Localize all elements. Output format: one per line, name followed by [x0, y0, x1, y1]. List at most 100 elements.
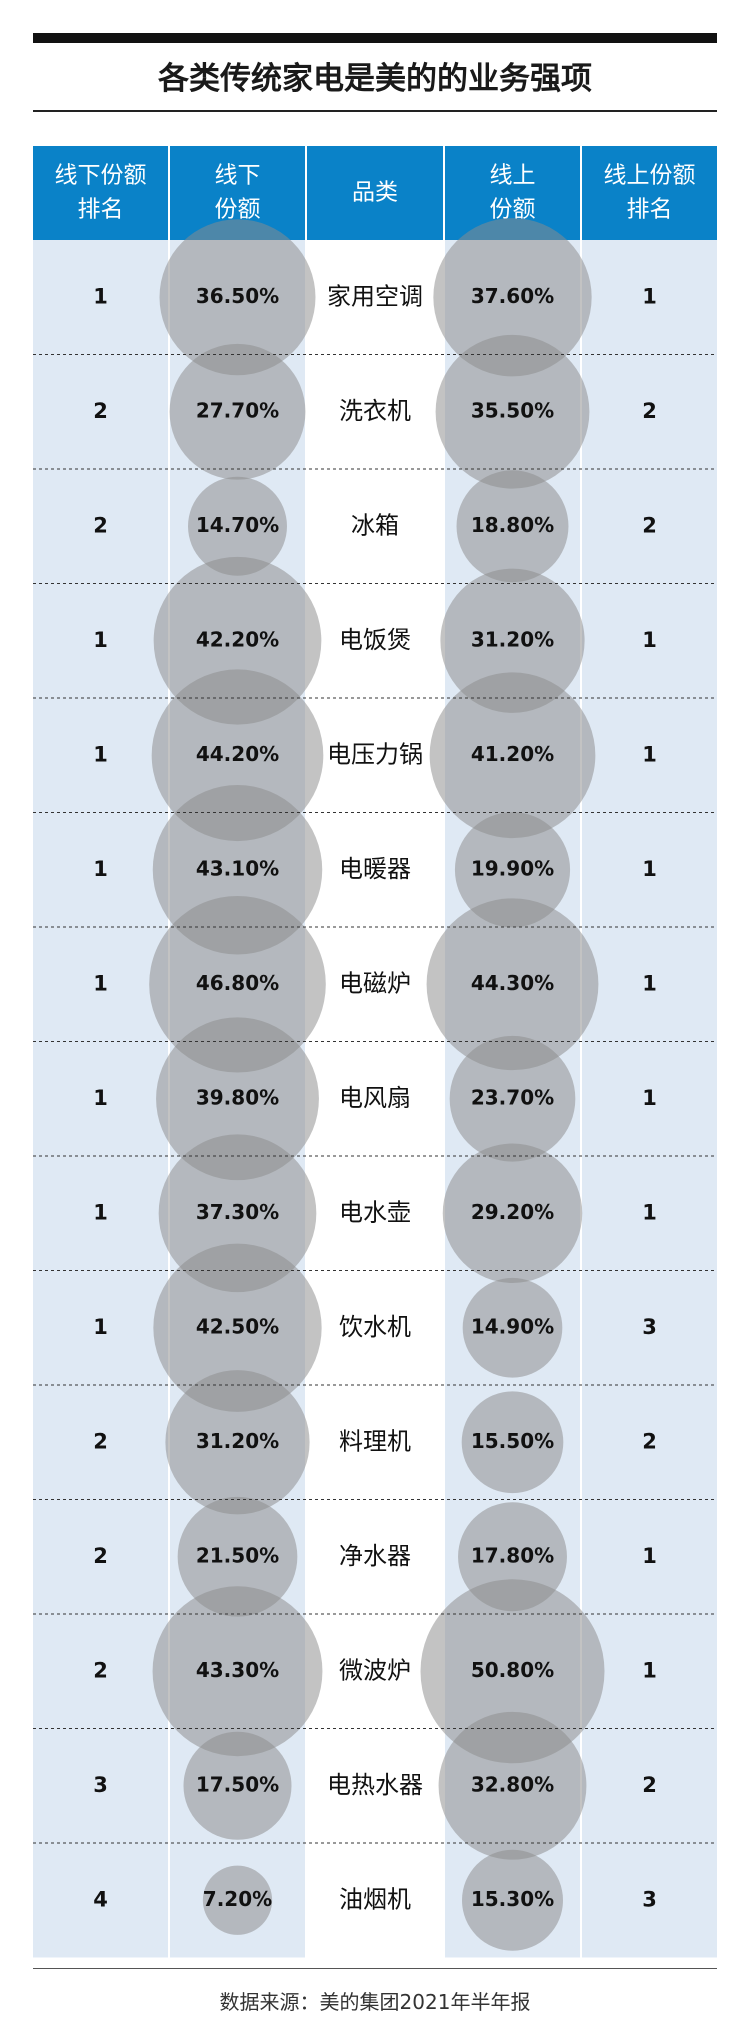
offline-share-label: 46.80% [196, 971, 279, 995]
category-label: 料理机 [339, 1427, 411, 1455]
offline-share-label: 31.20% [196, 1429, 279, 1453]
offline-rank-label: 1 [93, 857, 108, 881]
category-label: 净水器 [339, 1542, 411, 1570]
title-divider [33, 110, 717, 112]
offline-share-bubble [177, 1496, 298, 1617]
offline-share-label: 43.10% [196, 856, 279, 880]
category-label: 电磁炉 [339, 969, 411, 997]
offline-share-bubble [165, 1370, 310, 1515]
header-label: 排名 [627, 197, 673, 223]
offline-rank-label: 1 [93, 1200, 108, 1224]
offline-rank-label: 2 [93, 399, 108, 423]
offline-share-bubble [202, 1865, 273, 1935]
offline-share-label: 37.30% [196, 1200, 279, 1224]
category-label: 电压力锅 [327, 740, 423, 768]
header-label: 排名 [78, 197, 124, 223]
online-rank-label: 1 [642, 628, 657, 652]
online-share-label: 44.30% [471, 971, 554, 995]
category-label: 冰箱 [351, 511, 399, 539]
offline-rank-label: 2 [93, 1429, 108, 1453]
offline-rank-label: 2 [93, 1544, 108, 1568]
offline-share-bubble [152, 1586, 323, 1757]
top-bar [33, 33, 717, 43]
source-note: 数据来源：美的集团2021年半年报 [219, 1990, 531, 2014]
offline-share-bubble [159, 219, 316, 376]
offline-share-label: 14.70% [196, 513, 279, 537]
online-rank-label: 1 [642, 1086, 657, 1110]
category-label: 电热水器 [327, 1771, 423, 1799]
offline-share-label: 42.50% [196, 1314, 279, 1338]
online-share-label: 37.60% [471, 284, 554, 308]
online-share-bubble [461, 1391, 564, 1494]
online-share-label: 50.80% [471, 1658, 554, 1682]
offline-share-label: 21.50% [196, 1543, 279, 1567]
category-label: 微波炉 [339, 1656, 411, 1684]
chart-title: 各类传统家电是美的的业务强项 [158, 61, 592, 97]
online-share-bubble [440, 568, 585, 713]
online-rank-label: 1 [642, 857, 657, 881]
offline-share-label: 17.50% [196, 1772, 279, 1796]
header-cell [307, 146, 443, 240]
online-rank-label: 3 [642, 1887, 657, 1911]
offline-rank-label: 1 [93, 742, 108, 766]
offline-share-bubble [156, 1017, 319, 1181]
online-share-bubble [454, 812, 571, 928]
online-share-label: 15.50% [471, 1429, 554, 1453]
category-label: 洗衣机 [339, 397, 411, 425]
online-share-bubble [462, 1849, 563, 1951]
header-label: 品类 [352, 180, 398, 206]
category-label: 电饭煲 [339, 626, 411, 654]
online-share-bubble [433, 218, 592, 377]
offline-rank-label: 1 [93, 1086, 108, 1110]
offline-share-bubble [169, 343, 306, 480]
online-rank-label: 2 [642, 1773, 657, 1797]
online-rank-label: 2 [642, 513, 657, 537]
online-rank-label: 2 [642, 1429, 657, 1453]
offline-rank-label: 2 [93, 513, 108, 537]
online-share-bubble [442, 1143, 583, 1284]
online-share-label: 35.50% [471, 398, 554, 422]
offline-share-bubble [153, 1243, 322, 1412]
offline-rank-label: 1 [93, 971, 108, 995]
online-share-bubble [438, 1711, 587, 1860]
category-label: 家用空调 [327, 282, 423, 310]
online-share-label: 17.80% [471, 1543, 554, 1567]
bottom-divider [33, 1968, 717, 1969]
offline-rank-label: 3 [93, 1773, 108, 1797]
online-rank-label: 3 [642, 1315, 657, 1339]
offline-share-bubble [183, 1731, 292, 1840]
online-rank-label: 1 [642, 1200, 657, 1224]
offline-rank-label: 1 [93, 284, 108, 308]
header-label: 线上份额 [604, 163, 696, 189]
online-rank-label: 2 [642, 399, 657, 423]
offline-share-label: 36.50% [196, 284, 279, 308]
online-share-bubble [456, 470, 569, 583]
online-share-bubble [420, 1579, 605, 1764]
offline-rank-label: 4 [93, 1887, 108, 1911]
online-rank-label: 1 [642, 1658, 657, 1682]
online-share-label: 19.90% [471, 856, 554, 880]
offline-share-bubble [158, 1134, 317, 1293]
offline-rank-label: 1 [93, 628, 108, 652]
header-label: 份额 [215, 197, 261, 223]
online-share-bubble [435, 334, 590, 489]
offline-share-bubble [188, 476, 287, 576]
online-share-label: 41.20% [471, 742, 554, 766]
online-rank-label: 1 [642, 971, 657, 995]
offline-share-bubble [149, 895, 326, 1073]
online-share-label: 32.80% [471, 1772, 554, 1796]
offline-rank-label: 2 [93, 1658, 108, 1682]
header-label: 线下 [215, 163, 261, 189]
category-label: 油烟机 [339, 1885, 411, 1913]
online-rank-label: 1 [642, 742, 657, 766]
online-share-bubble [449, 1035, 576, 1162]
online-share-label: 18.80% [471, 513, 554, 537]
online-share-bubble [429, 672, 596, 839]
header-cell [33, 146, 168, 240]
category-label: 电风扇 [339, 1084, 411, 1112]
header-label: 线下份额 [55, 163, 147, 189]
offline-share-label: 44.20% [196, 742, 279, 766]
offline-rank-label: 1 [93, 1315, 108, 1339]
online-share-bubble [462, 1277, 563, 1378]
